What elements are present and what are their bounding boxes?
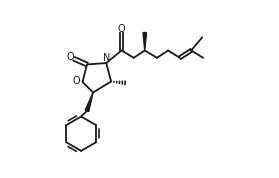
Text: O: O <box>73 76 81 86</box>
Polygon shape <box>85 93 93 111</box>
Text: O: O <box>118 24 125 34</box>
Polygon shape <box>143 33 146 50</box>
Text: N: N <box>104 53 111 63</box>
Text: O: O <box>66 52 74 62</box>
